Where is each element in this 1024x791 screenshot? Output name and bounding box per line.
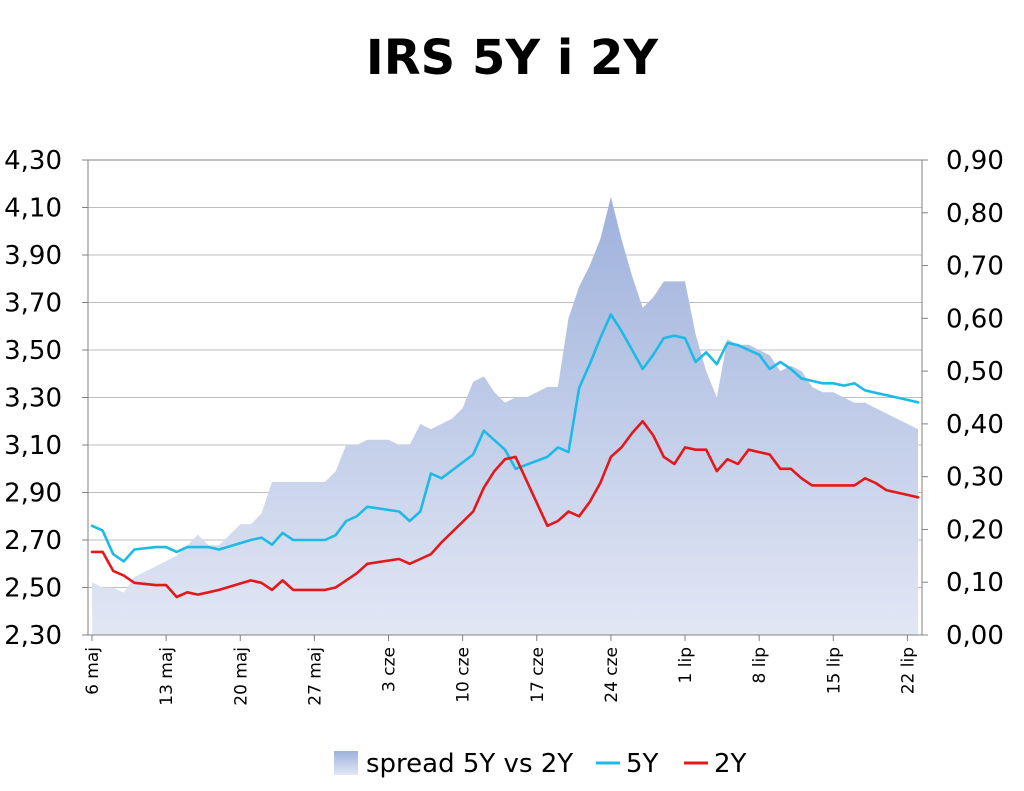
y-left-tick-label: 2,90 xyxy=(4,479,62,509)
x-tick-label: 22 lip xyxy=(898,647,918,694)
y-left-tick-label: 3,10 xyxy=(4,431,62,461)
y-right-tick-label: 0,20 xyxy=(946,515,1004,545)
x-tick-label: 27 maj xyxy=(305,647,325,706)
y-left-tick-label: 3,90 xyxy=(4,241,62,271)
y-right-tick-label: 0,10 xyxy=(946,568,1004,598)
legend-swatch-spread xyxy=(334,751,358,775)
axes: 2,30 2,50 2,70 2,90 3,10 3,30 3,50 3,70 3,90 4,10… xyxy=(4,146,1004,706)
x-tick-label: 3 cze xyxy=(380,647,400,692)
legend-label: 2Y xyxy=(714,749,747,779)
y-left-tick-label: 4,30 xyxy=(4,146,62,176)
y-left-tick-label: 2,50 xyxy=(4,574,62,604)
x-tick-label: 17 cze xyxy=(528,647,548,703)
chart-title: IRS 5Y i 2Y xyxy=(365,30,659,86)
y-right-tick-label: 0,80 xyxy=(946,199,1004,229)
y-left-tick-label: 3,30 xyxy=(4,384,62,414)
x-tick-label: 20 maj xyxy=(231,647,251,706)
legend: spread 5Y vs 2Y 5Y 2Y xyxy=(334,749,747,779)
y-right-tick-label: 0,70 xyxy=(946,252,1004,282)
y-left-tick-label: 3,50 xyxy=(4,336,62,366)
x-tick-label: 1 lip xyxy=(676,647,696,683)
y-left-tick-label: 2,30 xyxy=(4,621,62,651)
legend-label: 5Y xyxy=(626,749,659,779)
y-right-tick-label: 0,40 xyxy=(946,410,1004,440)
y-right-tick-label: 0,30 xyxy=(946,463,1004,493)
x-tick-label: 10 cze xyxy=(454,647,474,703)
y-right-tick-label: 0,00 xyxy=(946,621,1004,651)
spread-area-layer xyxy=(92,196,918,635)
spread-area xyxy=(92,196,918,635)
x-tick-label: 24 cze xyxy=(602,647,622,703)
y-left-tick-label: 2,70 xyxy=(4,526,62,556)
plot-frame xyxy=(87,159,923,636)
y-right-tick-label: 0,90 xyxy=(946,146,1004,176)
series-line-2y xyxy=(90,419,920,599)
series-lines-layer xyxy=(90,313,920,599)
x-tick-label: 8 lip xyxy=(750,647,770,683)
x-tick-label: 6 maj xyxy=(83,647,103,695)
y-right-tick-label: 0,60 xyxy=(946,304,1004,334)
x-tick-label: 15 lip xyxy=(824,647,844,694)
y-right-tick-label: 0,50 xyxy=(946,357,1004,387)
y-left-tick-label: 4,10 xyxy=(4,194,62,224)
series-line-5y xyxy=(90,313,920,563)
x-tick-label: 13 maj xyxy=(157,647,177,706)
legend-label: spread 5Y vs 2Y xyxy=(366,749,573,779)
y-left-tick-label: 3,70 xyxy=(4,289,62,319)
